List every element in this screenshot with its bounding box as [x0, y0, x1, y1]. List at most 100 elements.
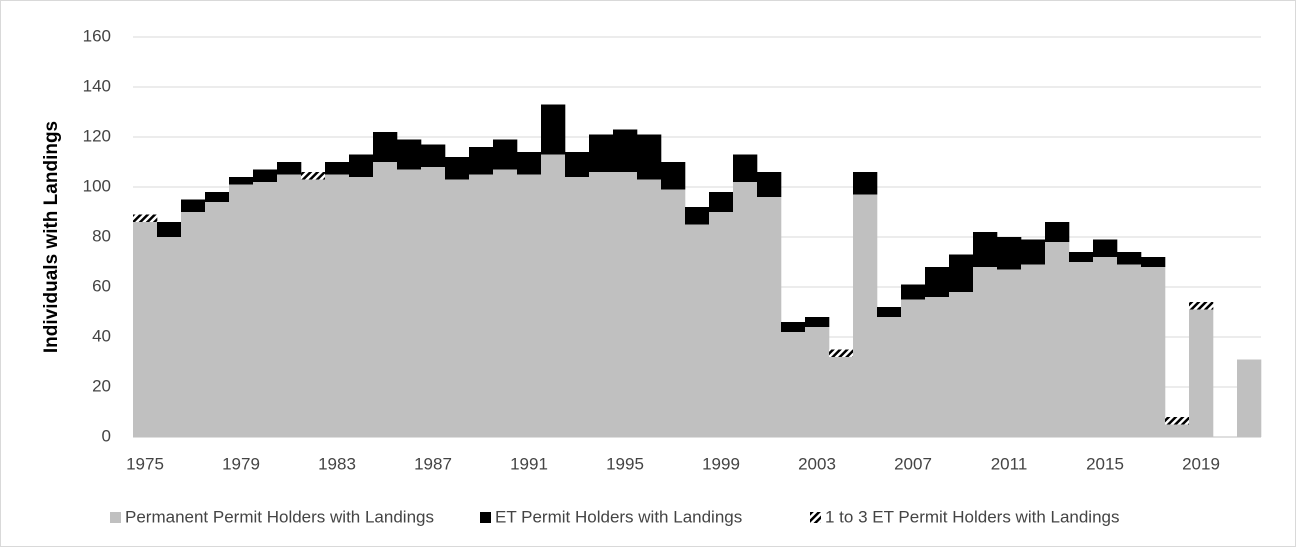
bar-segment — [877, 317, 902, 437]
bar-segment — [949, 254, 974, 292]
bar-segment — [1069, 252, 1094, 262]
legend-label: ET Permit Holders with Landings — [495, 507, 742, 526]
y-tick-label: 100 — [83, 176, 111, 195]
bar-segment — [133, 222, 158, 437]
bar-segment — [517, 174, 542, 437]
bar-segment — [877, 307, 902, 317]
legend-swatch — [480, 512, 491, 523]
bar-segment — [637, 134, 662, 180]
bar-segment — [1021, 264, 1046, 437]
bar-segment — [589, 134, 614, 172]
y-axis-label: Individuals with Landings — [41, 121, 62, 353]
bar-segment — [901, 284, 926, 300]
legend-swatch — [810, 512, 821, 523]
y-tick-label: 20 — [92, 376, 111, 395]
x-tick-label: 1975 — [126, 454, 164, 473]
y-tick-label: 60 — [92, 276, 111, 295]
bar-segment — [997, 269, 1022, 437]
x-tick-label: 2007 — [894, 454, 932, 473]
x-tick-label: 1987 — [414, 454, 452, 473]
bar-segment — [613, 129, 638, 172]
bar-segment — [421, 144, 446, 167]
bar-segment — [373, 132, 398, 162]
bar-segment — [1165, 417, 1190, 425]
bar-segment — [1093, 239, 1118, 257]
bar-segment — [1045, 222, 1070, 242]
legend-label: Permanent Permit Holders with Landings — [125, 507, 434, 526]
bar-segment — [157, 237, 182, 437]
y-tick-label: 120 — [83, 126, 111, 145]
bar-segment — [325, 162, 350, 175]
bar-segment — [181, 212, 206, 437]
bar-segment — [445, 157, 470, 180]
x-tick-label: 1995 — [606, 454, 644, 473]
bar-segment — [421, 167, 446, 437]
bar-segment — [805, 317, 830, 327]
x-tick-label: 2015 — [1086, 454, 1124, 473]
bar-segment — [901, 299, 926, 437]
bar-segment — [853, 172, 878, 195]
y-tick-label: 80 — [92, 226, 111, 245]
bar-segment — [973, 267, 998, 437]
y-tick-label: 40 — [92, 326, 111, 345]
bar-segment — [541, 104, 566, 155]
bar-segment — [253, 182, 278, 437]
bar-segment — [1093, 257, 1118, 437]
bar-segment — [733, 154, 758, 182]
bar-segment — [157, 222, 182, 237]
bar-segment — [277, 162, 302, 175]
y-tick-label: 0 — [102, 426, 111, 445]
bar-segment — [685, 224, 710, 437]
bar-segment — [1189, 309, 1214, 437]
bar-segment — [229, 177, 254, 185]
bar-segment — [973, 232, 998, 267]
bar-segment — [1069, 262, 1094, 437]
bar-segment — [541, 154, 566, 437]
y-tick-label: 140 — [83, 76, 111, 95]
y-tick-label: 160 — [83, 26, 111, 45]
bar-segment — [733, 182, 758, 437]
bar-segment — [349, 154, 374, 177]
bar-segment — [661, 189, 686, 437]
bar-segment — [277, 174, 302, 437]
bar-segment — [373, 162, 398, 437]
bar-segment — [397, 169, 422, 437]
bar-segment — [565, 177, 590, 437]
bar-segment — [613, 172, 638, 437]
bar-segment — [925, 297, 950, 437]
bar-segment — [1141, 267, 1166, 437]
bar-segment — [1021, 239, 1046, 265]
bar-segment — [229, 184, 254, 437]
bar-segment — [301, 179, 326, 437]
bar-segment — [757, 197, 782, 437]
x-tick-label: 1983 — [318, 454, 356, 473]
bar-segment — [781, 322, 806, 332]
bar-segment — [661, 162, 686, 190]
x-tick-label: 1979 — [222, 454, 260, 473]
bar-segment — [445, 179, 470, 437]
bar-segment — [1141, 257, 1166, 267]
bar-segment — [1237, 359, 1262, 437]
legend-swatch — [110, 512, 121, 523]
bar-segment — [997, 237, 1022, 270]
legend-label: 1 to 3 ET Permit Holders with Landings — [825, 507, 1120, 526]
bar-segment — [1045, 242, 1070, 437]
x-tick-label: 1991 — [510, 454, 548, 473]
bar-segment — [829, 349, 854, 357]
bar-segment — [181, 199, 206, 212]
bar-segment — [469, 174, 494, 437]
x-tick-label: 2019 — [1182, 454, 1220, 473]
bar-segment — [829, 357, 854, 437]
bar-segment — [757, 172, 782, 197]
bar-segment — [805, 327, 830, 437]
bar-segment — [709, 192, 734, 212]
bar-segment — [325, 174, 350, 437]
bar-segment — [925, 267, 950, 297]
bar-segment — [685, 207, 710, 225]
bar-segment — [349, 177, 374, 437]
bar-segment — [949, 292, 974, 437]
bar-segment — [397, 139, 422, 170]
x-tick-label: 1999 — [702, 454, 740, 473]
bar-segment — [253, 169, 278, 182]
